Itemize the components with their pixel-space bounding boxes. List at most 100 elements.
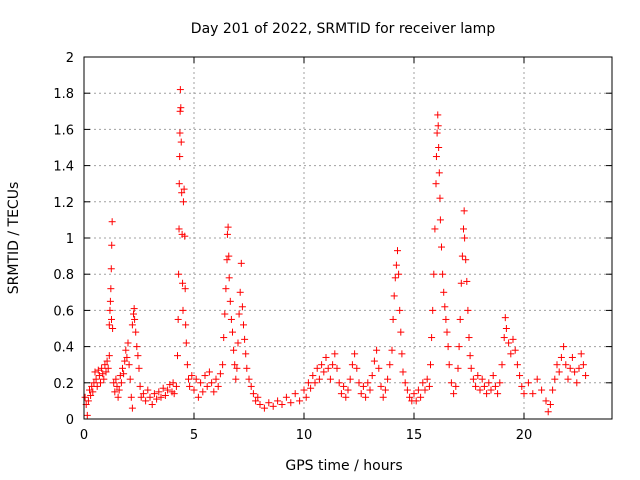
data-point: [170, 390, 178, 398]
data-point: [180, 185, 188, 193]
data-point: [571, 368, 579, 376]
data-point: [432, 153, 440, 161]
data-point: [222, 285, 230, 293]
data-point: [208, 379, 216, 387]
data-point: [582, 372, 590, 380]
data-point: [318, 361, 326, 369]
data-point: [114, 393, 122, 401]
data-point: [469, 375, 477, 383]
data-point: [225, 252, 233, 260]
data-point: [396, 306, 404, 314]
y-tick-label: 0.4: [53, 341, 74, 356]
data-point: [159, 384, 167, 392]
data-point: [460, 225, 467, 233]
data-point: [417, 393, 425, 401]
data-point: [480, 382, 488, 390]
data-point: [491, 382, 499, 390]
data-point: [370, 357, 378, 365]
data-point: [216, 370, 224, 378]
data-point: [224, 223, 232, 231]
data-point: [103, 357, 111, 365]
data-point: [434, 111, 442, 119]
x-tick-label: 15: [406, 428, 423, 443]
data-point: [97, 379, 104, 387]
data-point: [516, 372, 524, 380]
data-point: [520, 390, 528, 398]
data-point: [300, 386, 308, 394]
data-point: [435, 144, 443, 151]
data-point: [254, 393, 262, 401]
data-point: [112, 375, 120, 383]
data-point: [562, 361, 570, 369]
data-point: [324, 364, 332, 372]
data-point: [359, 382, 367, 390]
data-point: [457, 279, 465, 287]
data-point: [89, 388, 97, 396]
data-point: [436, 216, 444, 224]
data-point: [161, 391, 169, 399]
data-point: [465, 334, 473, 342]
data-point: [507, 350, 515, 358]
data-point: [388, 346, 396, 354]
data-point: [291, 390, 299, 398]
data-point: [174, 352, 181, 360]
data-point: [474, 372, 482, 380]
data-point: [169, 379, 177, 387]
data-point: [444, 343, 452, 351]
data-point: [126, 375, 134, 383]
y-tick-label: 1: [66, 232, 74, 247]
data-point: [106, 297, 114, 305]
data-point: [252, 397, 260, 405]
data-point: [179, 279, 187, 287]
data-point: [108, 218, 116, 226]
data-point: [188, 372, 196, 380]
data-point: [476, 386, 484, 394]
data-point: [394, 247, 401, 255]
data-point: [423, 375, 431, 383]
data-point: [175, 225, 183, 233]
data-point: [229, 328, 236, 336]
data-point: [313, 364, 321, 372]
data-point: [498, 361, 506, 369]
data-point: [260, 404, 268, 412]
data-point: [90, 379, 98, 387]
data-point: [87, 391, 95, 399]
data-point: [205, 368, 213, 376]
data-point: [458, 252, 466, 260]
data-point: [287, 399, 295, 407]
data-point: [464, 306, 472, 314]
data-point: [226, 297, 234, 305]
data-point: [108, 241, 116, 249]
data-point: [496, 379, 504, 387]
data-point: [117, 379, 125, 387]
data-point: [185, 375, 192, 383]
data-point: [178, 189, 186, 197]
data-point: [182, 321, 190, 329]
data-point: [107, 265, 115, 273]
data-point: [577, 350, 585, 358]
data-point: [412, 397, 420, 405]
data-point: [366, 386, 374, 394]
y-tick-label: 1.2: [53, 196, 74, 211]
data-point: [410, 390, 418, 398]
data-point: [433, 129, 441, 137]
data-point: [136, 382, 144, 390]
data-point: [518, 382, 526, 390]
data-point: [113, 382, 121, 390]
data-point: [241, 335, 249, 343]
data-point: [377, 382, 385, 390]
data-point: [513, 361, 521, 369]
data-point: [381, 386, 389, 394]
data-point: [487, 386, 495, 394]
data-point: [454, 364, 462, 372]
data-point: [221, 310, 229, 318]
data-point: [364, 379, 372, 387]
data-point: [223, 256, 231, 264]
data-point: [463, 277, 471, 285]
data-point: [203, 382, 211, 390]
data-point: [315, 375, 323, 383]
data-point: [311, 379, 319, 387]
data-point: [353, 364, 361, 372]
y-tick-label: 1.8: [53, 87, 74, 102]
data-point: [462, 256, 470, 264]
